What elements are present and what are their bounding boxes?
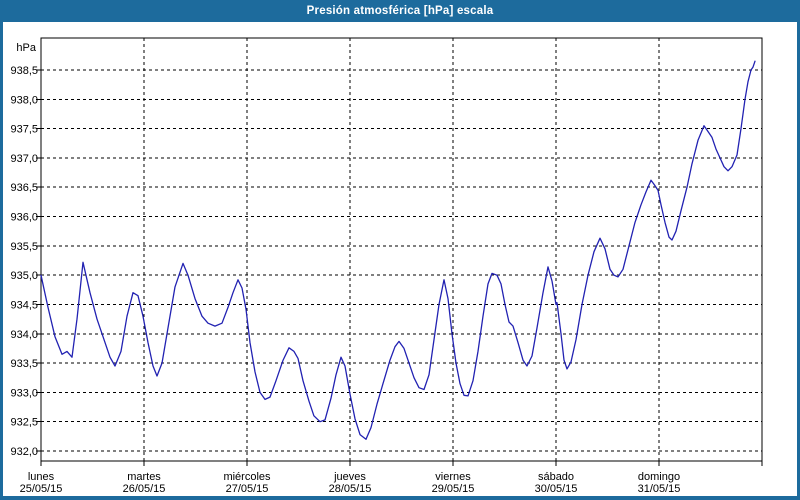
- y-tick-label: 933,0: [10, 387, 38, 399]
- x-day-name: viernes: [435, 471, 471, 483]
- x-day-name: jueves: [333, 471, 366, 483]
- x-day-name: domingo: [638, 471, 680, 483]
- title-bar: Presión atmosférica [hPa] escala: [0, 0, 800, 22]
- x-day-date: 30/05/15: [535, 483, 578, 495]
- pressure-line: [40, 60, 756, 440]
- y-tick-label: 935,5: [10, 241, 38, 253]
- y-tick-label: 938,5: [10, 65, 38, 77]
- x-day-name: sábado: [538, 471, 574, 483]
- y-axis-unit-label: hPa: [16, 42, 36, 54]
- x-day-date: 26/05/15: [123, 483, 166, 495]
- plot-border: [40, 37, 763, 462]
- y-tick-label: 937,5: [10, 124, 38, 136]
- y-tick-label: 938,0: [10, 94, 38, 106]
- y-tick-label: 934,5: [10, 299, 38, 311]
- y-tick-label: 937,0: [10, 153, 38, 165]
- window-title: Presión atmosférica [hPa] escala: [306, 5, 494, 17]
- y-tick-label: 932,5: [10, 417, 38, 429]
- x-day-date: 25/05/15: [20, 483, 63, 495]
- pressure-chart: 938,5 938,0 937,5 937,0 936,5 936,0 935,5 935,0…: [10, 37, 763, 495]
- y-tick-label: 932,0: [10, 446, 38, 458]
- x-day-date: 28/05/15: [329, 483, 372, 495]
- y-tick-label: 934,0: [10, 329, 38, 341]
- x-day-date: 31/05/15: [638, 483, 681, 495]
- x-day-name: lunes: [28, 471, 55, 483]
- x-day-name: martes: [127, 471, 161, 483]
- y-tick-label: 936,0: [10, 212, 38, 224]
- x-day-name: miércoles: [223, 471, 271, 483]
- x-day-date: 27/05/15: [226, 483, 269, 495]
- x-day-date: 29/05/15: [432, 483, 475, 495]
- chart-panel: 938,5 938,0 937,5 937,0 936,5 936,0 935,5 935,0…: [3, 22, 797, 496]
- y-tick-label: 933,5: [10, 358, 38, 370]
- y-tick-label: 935,0: [10, 270, 38, 282]
- y-tick-label: 936,5: [10, 182, 38, 194]
